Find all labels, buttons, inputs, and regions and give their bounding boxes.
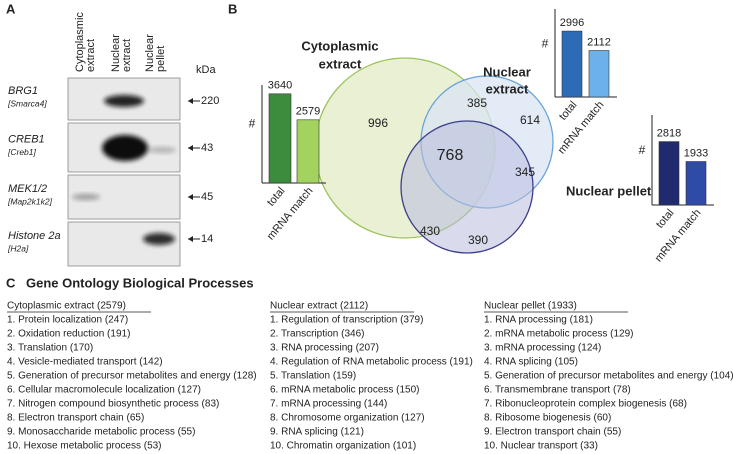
marker-arrowhead xyxy=(188,145,193,151)
blot-band xyxy=(143,233,175,245)
marker-arrowhead xyxy=(188,194,193,200)
go-term: 4. Vesicle-mediated transport (142) xyxy=(7,357,163,368)
protein-label: BRG1 xyxy=(8,85,38,97)
bar xyxy=(658,141,680,206)
bar xyxy=(296,119,320,184)
y-axis-label: # xyxy=(639,143,646,157)
go-term: 3. Translation (170) xyxy=(7,343,93,354)
go-term: 6. Cellular macromolecule localization (… xyxy=(7,385,201,396)
go-term: 8. Ribosome biogenesis (60) xyxy=(484,413,611,424)
blot-band xyxy=(72,194,100,200)
column-header: extract xyxy=(121,39,133,72)
go-term: 3. mRNA processing (124) xyxy=(484,343,601,354)
go-term: 9. Monosaccharide metabolic process (55) xyxy=(7,427,195,438)
go-term: 8. Chromosome organization (127) xyxy=(270,413,425,424)
go-term: 7. mRNA processing (144) xyxy=(270,399,387,410)
bar xyxy=(685,161,707,206)
go-term: 10. Nuclear transport (33) xyxy=(484,441,598,452)
go-term: 5. Generation of precursor metabolites a… xyxy=(7,371,257,382)
size-marker: 14 xyxy=(201,233,213,245)
bar-value-label: 3640 xyxy=(268,80,292,92)
section-title: Gene Ontology Biological Processes xyxy=(26,275,254,290)
gene-label: [H2a] xyxy=(7,243,29,253)
panel-letter: A xyxy=(6,1,16,16)
go-term: 9. RNA splicing (121) xyxy=(270,427,364,438)
venn-count: 390 xyxy=(468,233,488,247)
venn-count: 345 xyxy=(515,165,535,179)
go-term: 1. Regulation of transcription (379) xyxy=(270,315,423,326)
protein-label: CREB1 xyxy=(8,133,45,145)
venn-label: extract xyxy=(486,81,529,96)
size-marker: 220 xyxy=(201,95,219,107)
go-term: 5. Generation of precursor metabolites a… xyxy=(484,371,733,382)
size-marker: 43 xyxy=(201,142,213,154)
size-marker: 45 xyxy=(201,191,213,203)
venn-label: Nuclear pellet xyxy=(566,183,652,198)
bar-value-label: 2818 xyxy=(657,128,681,140)
go-term: 10. Hexose metabolic process (53) xyxy=(7,441,162,452)
blot-band xyxy=(148,147,176,153)
go-term: 2. Transcription (346) xyxy=(270,329,365,340)
column-header: Nuclear xyxy=(110,34,122,72)
protein-label: Histone 2a xyxy=(8,230,61,242)
venn-count: 385 xyxy=(467,96,487,110)
venn-label: Nuclear xyxy=(483,64,531,79)
go-term: 2. mRNA metabolic process (129) xyxy=(484,329,634,340)
go-term: 8. Electron transport chain (65) xyxy=(7,413,144,424)
bar-value-label: 2112 xyxy=(587,36,611,48)
bar xyxy=(561,30,583,98)
column-header: Nuclear extract (2112) xyxy=(270,301,368,312)
gene-label: [Map2k1k2] xyxy=(7,196,53,206)
panel-letter: C xyxy=(6,275,16,290)
column-header: extract xyxy=(85,39,97,72)
marker-arrowhead xyxy=(188,98,193,104)
column-header: Nuclear pellet (1933) xyxy=(484,301,577,312)
category-label: total xyxy=(265,185,288,209)
go-term: 7. Ribonucleoprotein complex biogenesis … xyxy=(484,399,687,410)
go-term: 6. Transmembrane transport (78) xyxy=(484,385,631,396)
marker-arrowhead xyxy=(188,236,193,242)
venn-count: 430 xyxy=(420,224,440,238)
unit-label: kDa xyxy=(196,64,216,76)
bar-value-label: 2579 xyxy=(296,106,320,118)
go-term: 2. Oxidation reduction (191) xyxy=(7,329,130,340)
go-term: 4. Regulation of RNA metabolic process (… xyxy=(270,357,473,368)
blot-band xyxy=(102,135,148,161)
bar xyxy=(588,50,610,98)
venn-count: 768 xyxy=(437,147,464,164)
column-header: pellet xyxy=(155,46,167,72)
venn-count: 614 xyxy=(520,113,540,127)
category-label: total xyxy=(654,207,677,231)
venn-count: 996 xyxy=(368,116,388,130)
go-term: 6. mRNA metabolic process (150) xyxy=(270,385,420,396)
gene-label: [Creb1] xyxy=(7,147,37,157)
go-term: 1. Protein localization (247) xyxy=(7,315,128,326)
column-header: Nuclear xyxy=(144,34,156,72)
y-axis-label: # xyxy=(249,116,256,130)
go-term: 7. Nitrogen compound biosynthetic proces… xyxy=(7,399,219,410)
gene-label: [Smarca4] xyxy=(7,98,47,108)
panel-letter: B xyxy=(228,1,237,16)
go-term: 3. RNA processing (207) xyxy=(270,343,379,354)
bar xyxy=(268,93,292,184)
go-term: 4. RNA splicing (105) xyxy=(484,357,578,368)
protein-label: MEK1/2 xyxy=(8,183,47,195)
venn-label: extract xyxy=(319,56,362,71)
venn-label: Cytoplasmic xyxy=(301,38,378,53)
venn-circle xyxy=(400,120,534,254)
go-term: 1. RNA processing (181) xyxy=(484,315,593,326)
go-term: 5. Translation (159) xyxy=(270,371,356,382)
blot-band xyxy=(104,95,144,107)
category-label: total xyxy=(557,99,580,123)
column-header: Cytoplasmic extract (2579) xyxy=(7,301,126,312)
y-axis-label: # xyxy=(542,36,549,50)
go-term: 10. Chromatin organization (101) xyxy=(270,441,416,452)
go-term: 9. Electron transport chain (55) xyxy=(484,427,621,438)
bar-value-label: 1933 xyxy=(684,147,708,159)
bar-value-label: 2996 xyxy=(560,17,584,29)
column-header: Cytoplasmic xyxy=(74,12,86,72)
